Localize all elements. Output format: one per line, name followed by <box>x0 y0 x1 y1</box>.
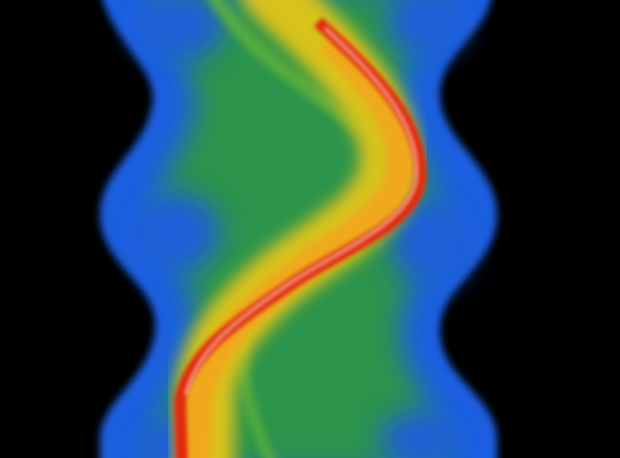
white-core <box>184 26 418 396</box>
blue-lobe <box>135 0 225 60</box>
blue-lobe <box>390 195 470 285</box>
blue-lobe <box>130 192 220 272</box>
blue-lobe <box>380 410 460 458</box>
blue-lobe <box>385 0 465 55</box>
